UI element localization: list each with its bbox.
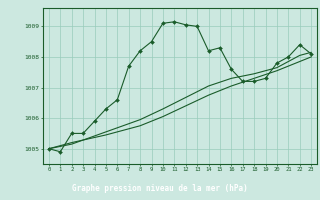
Text: Graphe pression niveau de la mer (hPa): Graphe pression niveau de la mer (hPa): [72, 184, 248, 193]
